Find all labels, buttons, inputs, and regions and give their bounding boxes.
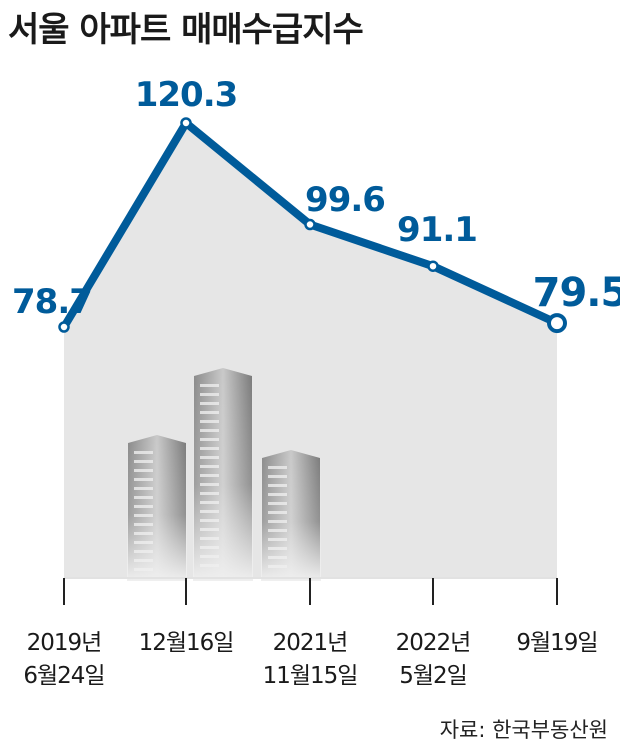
data-point-1 bbox=[180, 117, 192, 129]
chart-title: 서울 아파트 매매수급지수 bbox=[8, 10, 364, 50]
x-tick-label-2-1: 11월15일 bbox=[263, 663, 358, 689]
data-label-0: 78.7 bbox=[12, 282, 92, 322]
data-label-4: 79.5 bbox=[533, 270, 620, 316]
data-point-2 bbox=[304, 218, 316, 231]
building-fade bbox=[261, 449, 321, 581]
x-axis-ticks bbox=[63, 578, 558, 605]
x-tick-label-4-0: 9월19일 bbox=[516, 630, 597, 656]
building-fade bbox=[193, 367, 253, 581]
data-point-4 bbox=[547, 313, 567, 334]
x-tick-label-0-1: 6월24일 bbox=[23, 663, 104, 689]
area-fill bbox=[64, 123, 557, 578]
x-tick-label-2-0: 2021년 bbox=[273, 630, 348, 656]
source-note: 자료: 한국부동산원 bbox=[439, 718, 608, 742]
data-points bbox=[58, 117, 567, 334]
data-labels: 78.7 120.3 99.6 91.1 79.5 bbox=[12, 75, 620, 322]
x-tick-label-3-0: 2022년 bbox=[396, 630, 471, 656]
buildings-illustration bbox=[127, 367, 321, 581]
data-label-3: 91.1 bbox=[397, 210, 477, 250]
x-tick-labels: 2019년 6월24일 12월16일 2021년 11월15일 2022년 5월2일 9월19… bbox=[23, 630, 598, 689]
data-label-1: 120.3 bbox=[135, 75, 238, 115]
building-fade bbox=[127, 434, 187, 581]
x-tick-label-1-0: 12월16일 bbox=[139, 630, 234, 656]
data-label-2: 99.6 bbox=[305, 180, 385, 220]
data-point-0 bbox=[58, 321, 70, 333]
x-tick-label-0-0: 2019년 bbox=[27, 630, 102, 656]
x-tick-label-3-1: 5월2일 bbox=[399, 663, 467, 689]
data-point-3 bbox=[427, 260, 439, 272]
